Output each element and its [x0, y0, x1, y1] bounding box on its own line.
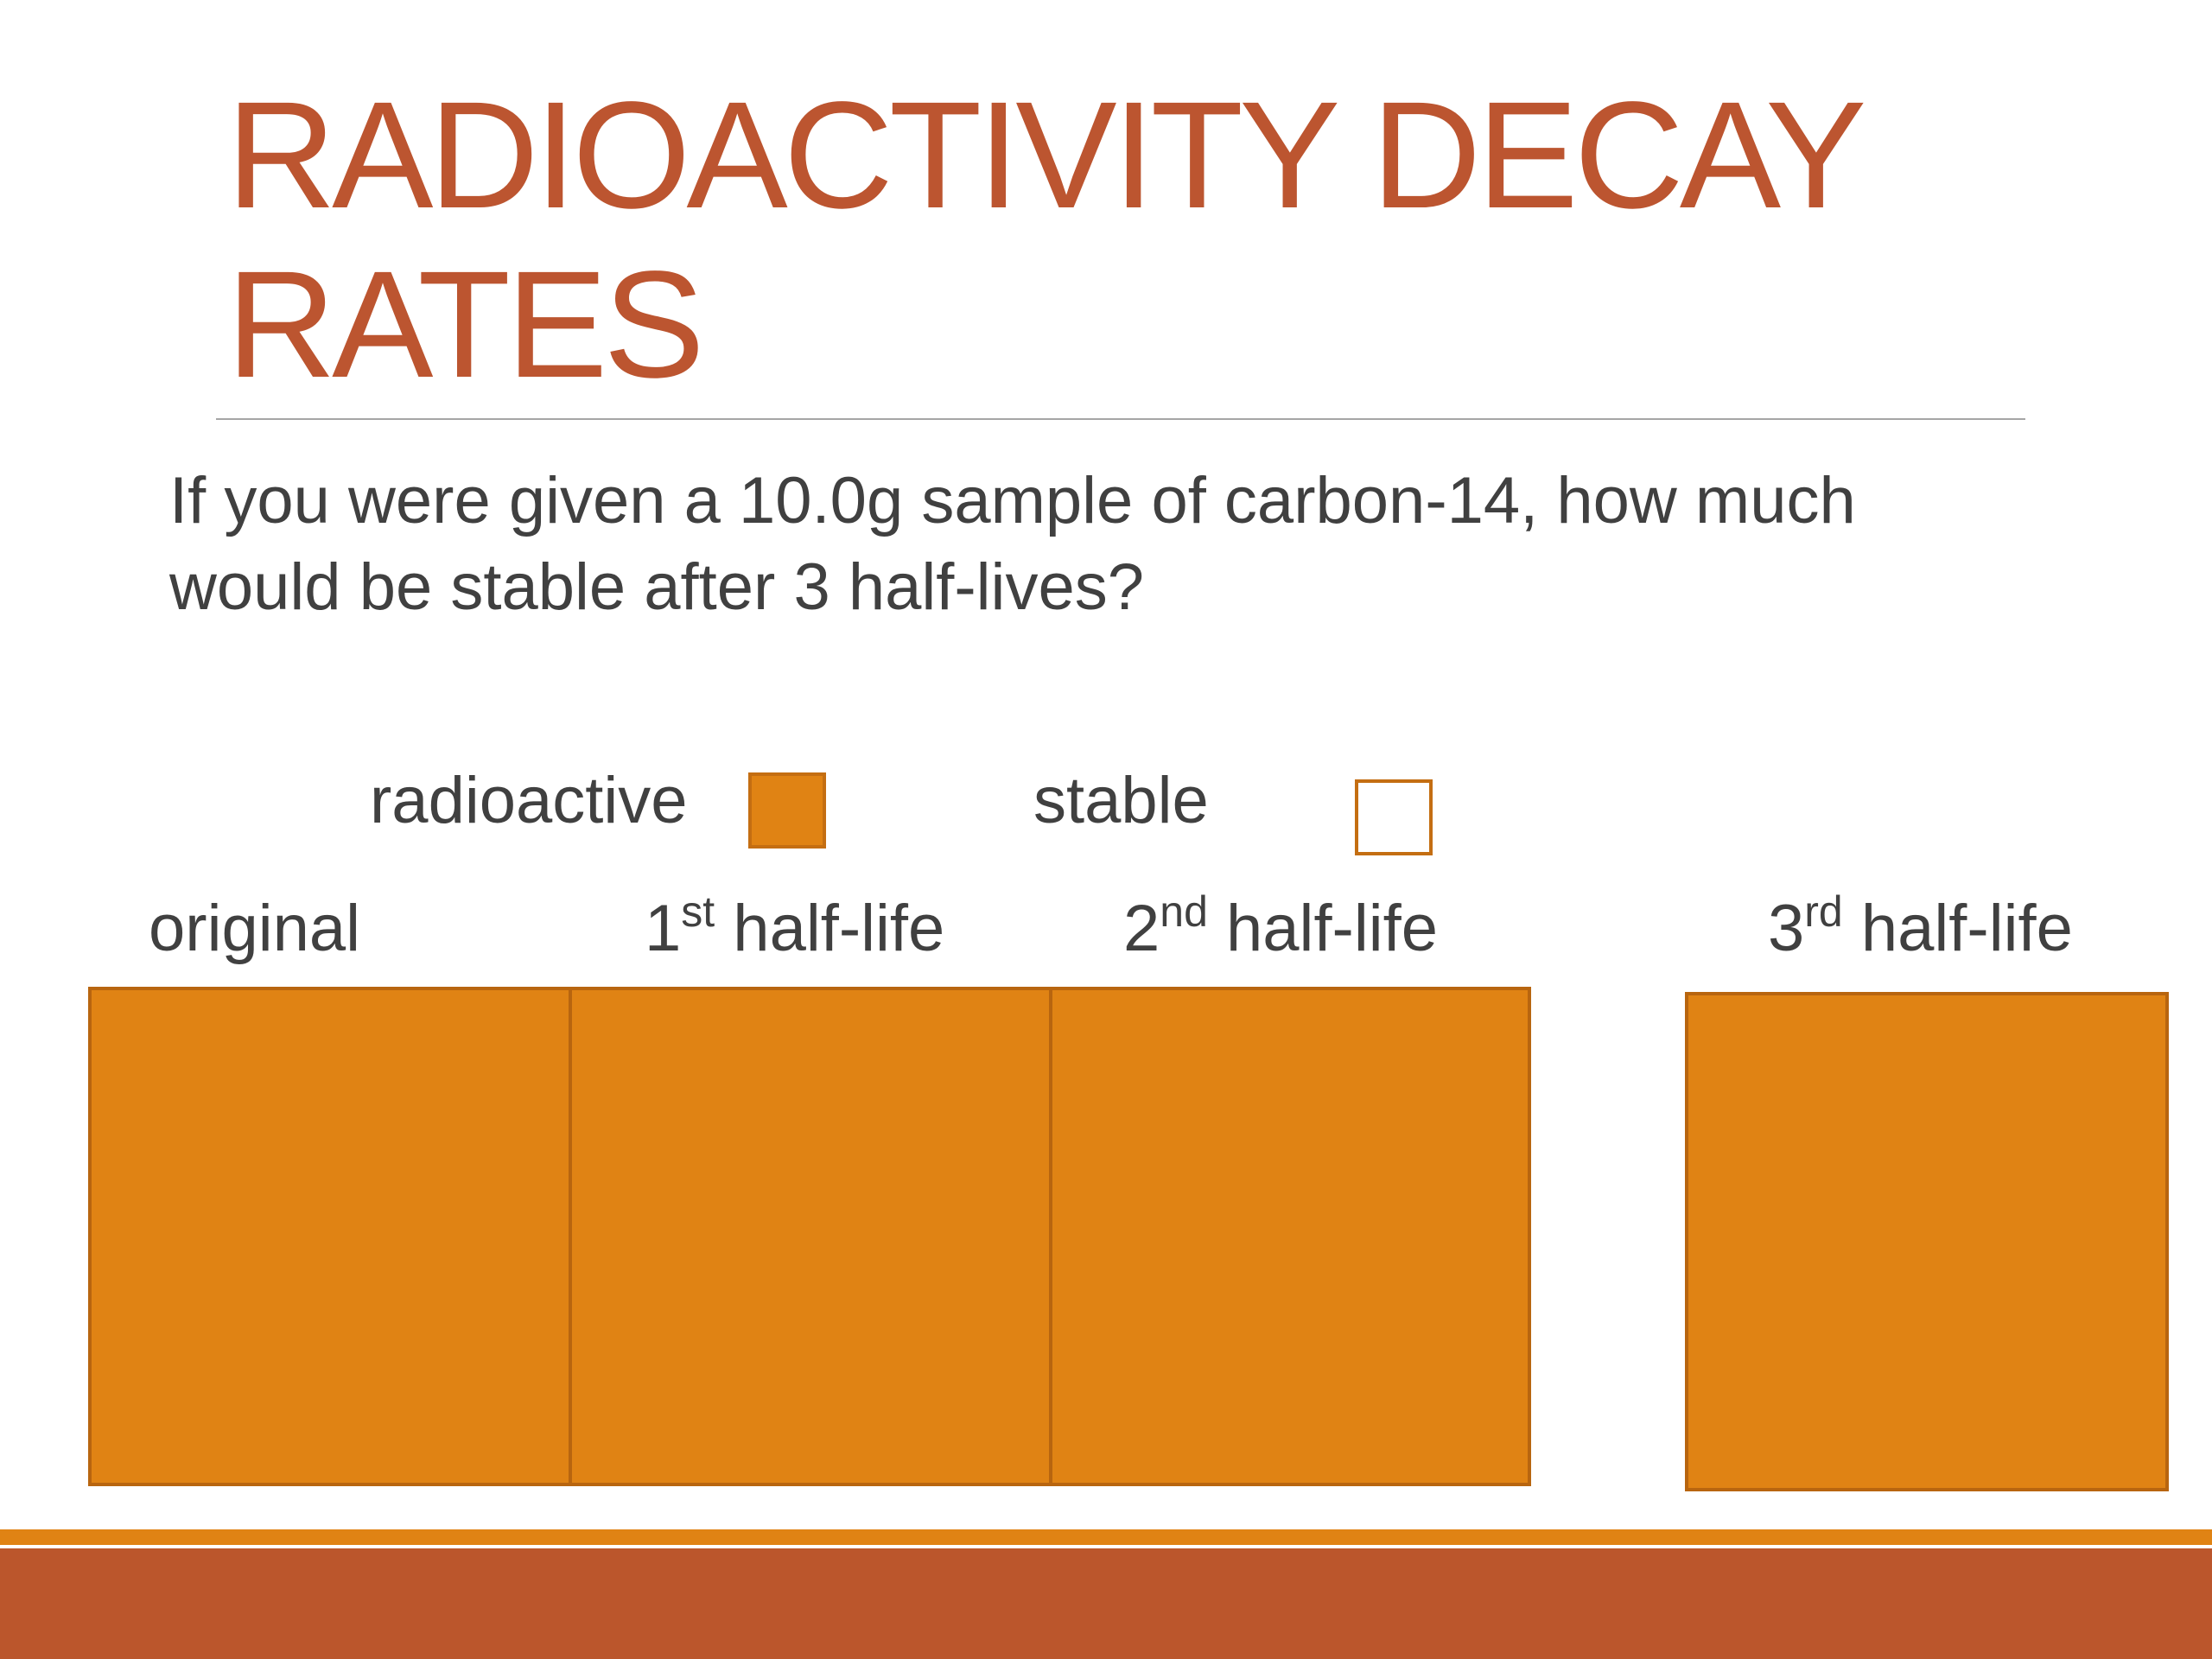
- sample-block-second-half-life: [1049, 987, 1531, 1486]
- footer-accent-stripe: [0, 1529, 2212, 1545]
- stage-label-first-half-life: 1st half-life: [645, 890, 944, 968]
- legend-stable-swatch: [1355, 779, 1433, 855]
- question-line-1: If you were given a 10.0g sample of carb…: [169, 464, 1856, 537]
- stage-label-second-half-life: 2nd half-life: [1123, 890, 1438, 968]
- stage-third-number: 3: [1768, 892, 1805, 965]
- stage-first-number: 1: [645, 892, 682, 965]
- footer-bar: [0, 1548, 2212, 1659]
- sample-block-first-half-life: [569, 987, 1052, 1486]
- stage-second-text: half-life: [1207, 892, 1439, 965]
- slide-title-line-1: RADIOACTIVITY DECAY: [226, 71, 1867, 240]
- sample-block-original: [88, 987, 572, 1486]
- stage-second-suffix: nd: [1160, 887, 1208, 936]
- slide-title: RADIOACTIVITY DECAY RATES: [226, 71, 1955, 410]
- question-text: If you were given a 10.0g sample of carb…: [169, 458, 2157, 631]
- question-line-2: would be stable after 3 half-lives?: [169, 550, 1144, 624]
- title-divider: [216, 418, 2025, 420]
- stage-first-suffix: st: [681, 887, 715, 936]
- stage-label-original: original: [149, 892, 361, 965]
- stage-third-text: half-life: [1842, 892, 2073, 965]
- stage-second-number: 2: [1123, 892, 1160, 965]
- legend-radioactive-label: radioactive: [370, 764, 688, 837]
- legend-radioactive-swatch: [748, 772, 826, 849]
- slide-title-line-2: RATES: [226, 240, 705, 410]
- legend-stable-label: stable: [1033, 764, 1209, 837]
- stage-third-suffix: rd: [1804, 887, 1843, 936]
- stage-first-text: half-life: [715, 892, 945, 965]
- sample-block-third-half-life: [1685, 992, 2169, 1491]
- stage-label-third-half-life: 3rd half-life: [1768, 890, 2073, 968]
